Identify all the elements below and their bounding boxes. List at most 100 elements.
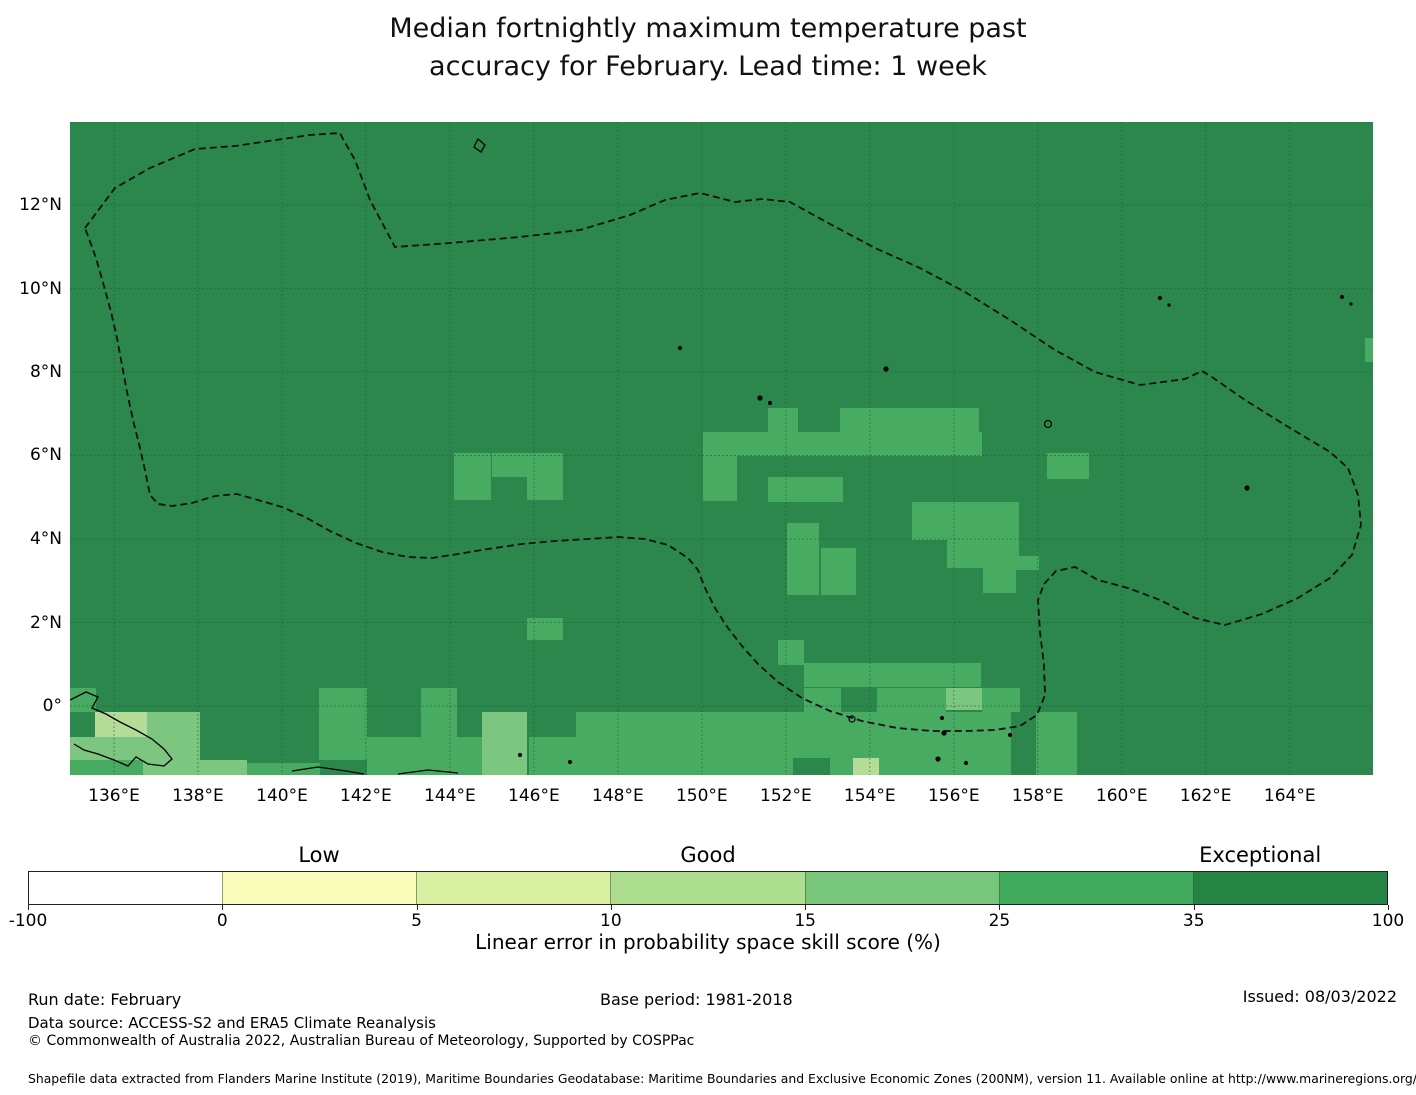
skill-map (70, 122, 1373, 775)
longitude-tick-label: 148°E (592, 786, 644, 806)
colorbar-segment (222, 872, 417, 904)
latitude-tick-label: 0° (42, 695, 62, 716)
colorbar-tickmark (222, 905, 224, 910)
data-source-text: Data source: ACCESS-S2 and ERA5 Climate … (28, 1014, 436, 1032)
eez-boundary-line (83, 132, 1362, 732)
longitude-tick-label: 156°E (927, 786, 980, 806)
shapefile-attribution-text: Shapefile data extracted from Flanders M… (28, 1071, 1416, 1086)
colorbar-tick-label: 100 (1371, 911, 1405, 931)
colorbar-segment (29, 872, 223, 904)
island-marker (935, 756, 941, 762)
island-marker (883, 366, 889, 372)
colorbar-tick-labels: -100 0 5 10 15 25 35 100 (9, 905, 1404, 931)
coastline (291, 766, 365, 775)
map-overlay-svg (70, 122, 1373, 775)
longitude-tick-label: 152°E (760, 786, 812, 806)
skill-patch (492, 453, 528, 478)
island-marker (757, 395, 763, 401)
longitude-tick-label: 144°E (424, 786, 476, 806)
colorbar-category-label: Good (680, 843, 736, 867)
skill-patch (420, 688, 457, 738)
skill-patch (247, 763, 321, 775)
colorbar-tickmark (1193, 905, 1195, 910)
run-date-text: Run date: February (28, 990, 182, 1009)
colorbar (28, 871, 1388, 905)
longitude-tick-label: 146°E (508, 786, 560, 806)
island-marker (1043, 419, 1053, 429)
skill-patch (70, 759, 143, 775)
colorbar-tickmark (28, 905, 29, 910)
skill-patch (911, 502, 1019, 540)
skill-patch (803, 688, 842, 713)
colorbar-tickmark (805, 905, 807, 910)
skill-patch (703, 432, 983, 457)
skill-patch (768, 477, 843, 503)
latitude-tick-label: 8°N (29, 361, 62, 382)
colorbar-tick-label: 25 (988, 911, 1011, 931)
colorbar-segment (1192, 872, 1387, 904)
colorbar-segment (416, 872, 611, 904)
skill-patch (768, 408, 799, 433)
island-marker (963, 760, 969, 766)
skill-patch (1015, 556, 1040, 570)
skill-patch (876, 688, 946, 713)
skill-patch (575, 712, 701, 775)
colorbar-category-label: Low (298, 843, 340, 867)
skill-patch (793, 758, 830, 775)
island-marker (939, 715, 945, 721)
island-marker (1157, 295, 1163, 301)
skill-patch (146, 712, 201, 738)
latitude-tick-label: 2°N (29, 612, 62, 633)
skill-patch (982, 688, 1020, 713)
longitude-tick-label: 162°E (1179, 786, 1232, 806)
island-marker (1339, 294, 1345, 300)
skill-patch (94, 712, 147, 738)
colorbar-axis-label: Linear error in probability space skill … (475, 930, 941, 954)
colorbar-tick-label: 5 (411, 911, 422, 931)
skill-patch (853, 758, 880, 775)
coastline (473, 137, 486, 153)
island-marker (848, 715, 856, 723)
skill-patch (142, 759, 248, 775)
chart-title: Median fortnightly maximum temperature p… (0, 10, 1416, 86)
island-marker (767, 400, 773, 406)
colorbar-segment (804, 872, 999, 904)
colorbar-tick-label: 15 (794, 911, 816, 931)
base-period-text: Base period: 1981-2018 (600, 990, 793, 1009)
skill-patch (1365, 338, 1373, 363)
colorbar-tick-label: 10 (600, 911, 622, 931)
longitude-tick-label: 150°E (675, 786, 728, 806)
coastline (70, 691, 173, 767)
skill-patch (703, 455, 738, 502)
latitude-tick-label: 10°N (19, 278, 62, 299)
chart-title-line1: Median fortnightly maximum temperature p… (389, 13, 1027, 44)
colorbar-tickmark (610, 905, 612, 910)
issued-date-text: Issued: 08/03/2022 (1242, 987, 1397, 1006)
colorbar-tick-label: 0 (216, 911, 228, 931)
longitude-tick-label: 160°E (1095, 786, 1148, 806)
longitude-tick-label: 142°E (340, 786, 392, 806)
island-marker (517, 752, 523, 758)
chart-title-line2: accuracy for February. Lead time: 1 week (429, 51, 987, 82)
colorbar-segment (610, 872, 805, 904)
latitude-tick-label: 4°N (29, 529, 62, 549)
skill-patch (527, 618, 563, 641)
skill-patch (527, 453, 563, 501)
skill-patch (786, 522, 820, 595)
skill-patch (454, 453, 491, 501)
skill-patch (1035, 712, 1078, 775)
skill-patch (777, 639, 804, 665)
longitude-tick-label: 138°E (172, 786, 224, 806)
skill-patch (983, 556, 1016, 594)
skill-patch (945, 688, 983, 711)
latitude-tick-label: 6°N (29, 445, 62, 466)
longitude-tick-label: 154°E (843, 786, 896, 806)
island-marker (1244, 485, 1250, 491)
latitude-tick-label: 12°N (19, 194, 62, 215)
skill-patch (481, 712, 528, 775)
skill-patch (1047, 453, 1089, 480)
colorbar-tick-label: -100 (8, 911, 48, 931)
colorbar-tick-label: 35 (1182, 911, 1205, 931)
colorbar-segment (998, 872, 1193, 904)
